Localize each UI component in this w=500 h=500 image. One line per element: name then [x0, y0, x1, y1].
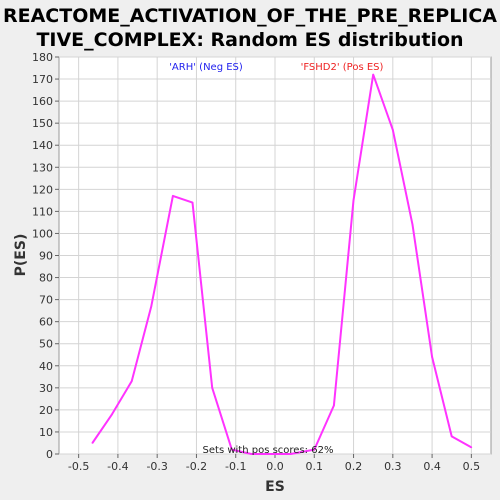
x-tick-label: 0.2	[345, 460, 363, 473]
data-point	[211, 387, 213, 389]
y-tick-label: 160	[32, 95, 53, 108]
x-tick-label: 0.0	[266, 460, 284, 473]
data-point	[450, 435, 453, 438]
y-tick-label: 70	[39, 294, 53, 307]
y-tick-label: 30	[39, 382, 53, 395]
data-point	[91, 442, 94, 444]
pos-es-label: 'FSHD2' (Pos ES)	[301, 62, 384, 73]
x-tick-label: -0.2	[186, 460, 207, 473]
neg-es-label: 'ARH' (Neg ES)	[169, 62, 243, 73]
data-point	[372, 73, 374, 76]
series-layer	[91, 73, 473, 455]
y-tick-label: 60	[39, 316, 53, 329]
data-point	[150, 305, 153, 308]
data-point	[470, 446, 473, 449]
data-point	[411, 223, 414, 226]
y-tick-label: 50	[39, 338, 53, 351]
y-tick-label: 0	[46, 448, 53, 461]
y-tick-label: 130	[32, 161, 53, 174]
x-tick-label: -0.1	[225, 460, 246, 473]
data-point	[431, 356, 433, 358]
y-tick-label: 10	[39, 426, 53, 439]
y-tick-label: 40	[39, 360, 53, 373]
data-point	[289, 453, 292, 455]
x-tick-label: -0.5	[68, 460, 89, 473]
y-tick-label: 150	[32, 117, 53, 130]
data-point	[274, 453, 276, 455]
x-tick-label: -0.4	[107, 460, 128, 473]
y-tick-label: 110	[32, 205, 53, 218]
data-point	[352, 199, 355, 202]
y-tick-label: 180	[32, 51, 53, 64]
chart-title-line1: REACTOME_ACTIVATION_OF_THE_PRE_REPLICA	[3, 5, 497, 27]
data-point	[172, 195, 174, 197]
y-tick-label: 120	[32, 183, 53, 196]
y-tick-label: 100	[32, 227, 53, 240]
pos-scores-note: Sets with pos scores: 62%	[203, 445, 334, 456]
data-point	[392, 128, 394, 131]
x-tick-label: 0.4	[423, 460, 441, 473]
x-axis-label: ES	[265, 479, 285, 495]
y-tick-label: 170	[32, 73, 53, 86]
data-point	[191, 201, 194, 204]
y-tick-label: 140	[32, 139, 53, 152]
y-tick-label: 80	[39, 272, 53, 285]
chart-title-line2: TIVE_COMPLEX: Random ES distribution	[36, 29, 463, 51]
x-tick-label: 0.3	[384, 460, 402, 473]
data-point	[231, 448, 233, 451]
x-tick-label: -0.3	[146, 460, 167, 473]
axis-ticks: 0 10 20 30 40 50 60 70 80 90 100 110 120 130 140 150 160…	[32, 51, 480, 473]
grid	[59, 56, 491, 455]
y-axis-label: P(ES)	[13, 234, 29, 277]
data-point	[130, 380, 133, 383]
data-point	[250, 453, 253, 455]
data-point	[313, 448, 316, 451]
data-point	[111, 413, 113, 416]
x-tick-label: 0.5	[463, 460, 481, 473]
y-tick-label: 90	[39, 250, 53, 263]
data-point	[333, 404, 335, 407]
x-tick-label: 0.1	[306, 460, 324, 473]
series-line	[91, 73, 472, 455]
y-tick-label: 20	[39, 404, 53, 417]
